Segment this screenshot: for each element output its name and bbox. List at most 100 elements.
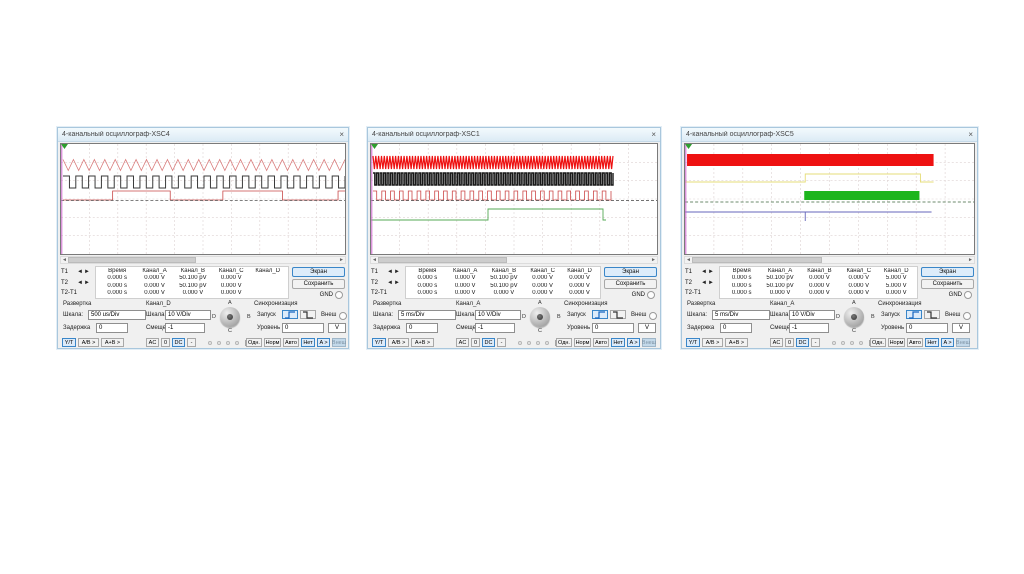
scrollbar-thumb[interactable] xyxy=(68,257,196,263)
scroll-right-icon[interactable]: ► xyxy=(968,257,973,263)
t2-left-arrow-icon[interactable]: ◄ xyxy=(77,279,83,286)
horizontal-scrollbar[interactable]: ◄ ► xyxy=(684,256,975,264)
channel-position-dot[interactable] xyxy=(518,341,522,345)
mode-ab-button[interactable]: A/B > xyxy=(388,338,409,347)
t1-right-arrow-icon[interactable]: ► xyxy=(707,269,714,275)
trigger-a-button[interactable]: A > xyxy=(627,338,640,347)
gnd-checkbox[interactable] xyxy=(964,291,972,299)
coupling-zero-button[interactable]: 0 xyxy=(161,338,170,347)
trigger-auto-button[interactable]: Авто xyxy=(907,338,923,347)
window-titlebar[interactable]: 4-канальный осциллограф-XSC4 × xyxy=(58,128,348,142)
channel-position-dot[interactable] xyxy=(545,341,549,345)
timebase-scale-input[interactable]: 5 ms/Div xyxy=(398,310,456,320)
save-button[interactable]: Сохранить xyxy=(604,279,657,289)
mode-yt-button[interactable]: Y/T xyxy=(62,338,76,347)
screen-button[interactable]: Экран xyxy=(921,267,974,277)
t1-left-arrow-icon[interactable]: ◄ xyxy=(387,269,393,275)
coupling-zero-button[interactable]: 0 xyxy=(471,338,480,347)
channel-scale-input[interactable]: 10 V/Div xyxy=(165,310,211,320)
scroll-right-icon[interactable]: ► xyxy=(651,257,656,263)
scrollbar-thumb[interactable] xyxy=(692,257,823,263)
channel-offset-input[interactable]: -1 xyxy=(789,323,829,333)
timebase-delay-input[interactable]: 0 xyxy=(96,323,128,333)
t1-left-arrow-icon[interactable]: ◄ xyxy=(77,269,83,275)
t2-left-arrow-icon[interactable]: ◄ xyxy=(387,279,393,286)
channel-position-dot[interactable] xyxy=(208,341,212,345)
t2-right-arrow-icon[interactable]: ► xyxy=(393,279,400,286)
channel-position-dot[interactable] xyxy=(226,341,230,345)
t1-left-arrow-icon[interactable]: ◄ xyxy=(701,269,707,275)
trigger-single-button[interactable]: Одн. xyxy=(870,338,886,347)
scroll-right-icon[interactable]: ► xyxy=(339,257,344,263)
gnd-checkbox[interactable] xyxy=(647,291,655,299)
trigger-level-unit[interactable]: V xyxy=(638,323,656,333)
channel-position-dot[interactable] xyxy=(536,341,540,345)
coupling-minus-button[interactable]: - xyxy=(811,338,820,347)
trigger-normal-button[interactable]: Норм xyxy=(574,338,591,347)
trigger-level-unit[interactable]: V xyxy=(952,323,970,333)
window-titlebar[interactable]: 4-канальный осциллограф-XSC1 × xyxy=(368,128,660,142)
mode-aplusb-button[interactable]: A+B > xyxy=(411,338,434,347)
scroll-left-icon[interactable]: ◄ xyxy=(686,257,691,263)
trigger-a-button[interactable]: A > xyxy=(317,338,330,347)
save-button[interactable]: Сохранить xyxy=(921,279,974,289)
trigger-ext-checkbox[interactable] xyxy=(339,312,347,320)
mode-ab-button[interactable]: A/B > xyxy=(702,338,723,347)
coupling-zero-button[interactable]: 0 xyxy=(785,338,794,347)
trigger-rising-edge-button[interactable] xyxy=(906,310,922,319)
channel-position-dot[interactable] xyxy=(527,341,531,345)
trigger-a-button[interactable]: A > xyxy=(941,338,954,347)
mode-ab-button[interactable]: A/B > xyxy=(78,338,99,347)
t1-right-arrow-icon[interactable]: ► xyxy=(83,269,90,275)
mode-aplusb-button[interactable]: A+B > xyxy=(725,338,748,347)
coupling-ac-button[interactable]: AC xyxy=(770,338,783,347)
horizontal-scrollbar[interactable]: ◄ ► xyxy=(370,256,658,264)
close-icon[interactable]: × xyxy=(651,130,656,139)
trigger-normal-button[interactable]: Норм xyxy=(264,338,281,347)
trigger-level-unit[interactable]: V xyxy=(328,323,346,333)
channel-position-dot[interactable] xyxy=(217,341,221,345)
channel-scale-input[interactable]: 10 V/Div xyxy=(789,310,835,320)
trigger-falling-edge-button[interactable] xyxy=(300,310,316,319)
channel-offset-input[interactable]: -1 xyxy=(165,323,205,333)
t1-right-arrow-icon[interactable]: ► xyxy=(393,269,400,275)
horizontal-scrollbar[interactable]: ◄ ► xyxy=(60,256,346,264)
timebase-delay-input[interactable]: 0 xyxy=(720,323,752,333)
trigger-auto-button[interactable]: Авто xyxy=(283,338,299,347)
channel-position-dot[interactable] xyxy=(850,341,854,345)
trigger-ext-button[interactable]: Внеш xyxy=(641,338,657,347)
scroll-left-icon[interactable]: ◄ xyxy=(62,257,67,263)
channel-position-dot[interactable] xyxy=(841,341,845,345)
coupling-minus-button[interactable]: - xyxy=(187,338,196,347)
trigger-single-button[interactable]: Одн. xyxy=(556,338,572,347)
trigger-normal-button[interactable]: Норм xyxy=(888,338,905,347)
mode-yt-button[interactable]: Y/T xyxy=(372,338,386,347)
timebase-scale-input[interactable]: 5 ms/Div xyxy=(712,310,770,320)
coupling-ac-button[interactable]: AC xyxy=(146,338,159,347)
channel-position-dot[interactable] xyxy=(832,341,836,345)
channel-select-knob[interactable] xyxy=(844,307,864,327)
scrollbar-thumb[interactable] xyxy=(378,257,507,263)
trigger-level-input[interactable]: 0 xyxy=(592,323,634,333)
channel-position-dot[interactable] xyxy=(235,341,239,345)
coupling-dc-button[interactable]: DC xyxy=(796,338,809,347)
screen-button[interactable]: Экран xyxy=(604,267,657,277)
timebase-delay-input[interactable]: 0 xyxy=(406,323,438,333)
trigger-falling-edge-button[interactable] xyxy=(610,310,626,319)
channel-select-knob[interactable] xyxy=(530,307,550,327)
trigger-ext-button[interactable]: Внеш xyxy=(955,338,971,347)
t2-left-arrow-icon[interactable]: ◄ xyxy=(701,279,707,286)
close-icon[interactable]: × xyxy=(339,130,344,139)
trigger-rising-edge-button[interactable] xyxy=(592,310,608,319)
t2-right-arrow-icon[interactable]: ► xyxy=(83,279,90,286)
timebase-scale-input[interactable]: 500 us/Div xyxy=(88,310,146,320)
trigger-falling-edge-button[interactable] xyxy=(924,310,940,319)
trigger-none-button[interactable]: Нет xyxy=(301,338,315,347)
channel-scale-input[interactable]: 10 V/Div xyxy=(475,310,521,320)
channel-position-dot[interactable] xyxy=(859,341,863,345)
channel-select-knob[interactable] xyxy=(220,307,240,327)
trigger-ext-checkbox[interactable] xyxy=(649,312,657,320)
mode-aplusb-button[interactable]: A+B > xyxy=(101,338,124,347)
gnd-checkbox[interactable] xyxy=(335,291,343,299)
screen-button[interactable]: Экран xyxy=(292,267,345,277)
